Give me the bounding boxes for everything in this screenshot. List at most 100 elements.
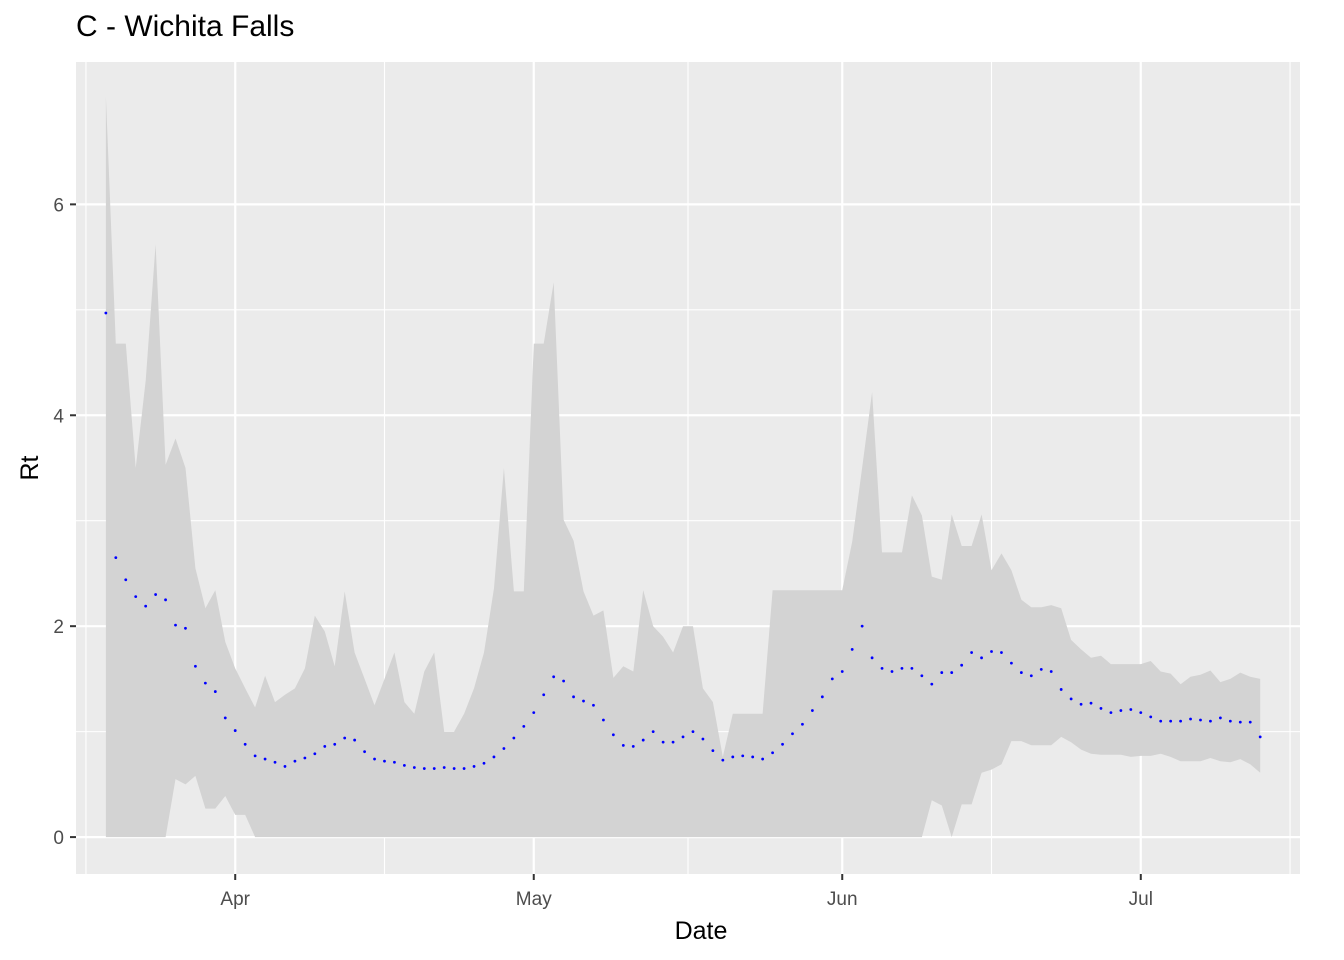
rt-point	[880, 666, 884, 670]
rt-point	[1238, 720, 1242, 724]
rt-point	[960, 663, 964, 667]
rt-point	[1029, 674, 1033, 678]
rt-point	[641, 738, 645, 742]
rt-point	[611, 733, 615, 737]
rt-point	[801, 722, 804, 726]
rt-point	[651, 730, 655, 734]
rt-point	[393, 760, 396, 764]
rt-point	[1069, 697, 1073, 701]
rt-point	[940, 671, 944, 674]
rt-point	[144, 604, 148, 608]
rt-point	[104, 311, 108, 315]
rt-point	[1149, 715, 1153, 719]
rt-point	[721, 758, 725, 762]
y-axis: 0 2 4 6	[53, 195, 76, 849]
rt-point	[1000, 651, 1003, 654]
rt-point	[1179, 719, 1182, 723]
rt-point	[950, 671, 954, 674]
rt-point	[1039, 668, 1043, 671]
rt-point	[1109, 711, 1113, 715]
y-tick-label: 6	[53, 195, 64, 216]
rt-point	[1218, 716, 1222, 720]
rt-point	[771, 751, 774, 755]
rt-point	[1049, 670, 1053, 673]
x-tick-label: Apr	[220, 889, 250, 910]
rt-points	[104, 311, 1262, 770]
rt-point	[1258, 735, 1262, 739]
rt-point	[542, 693, 546, 697]
rt-point	[860, 624, 864, 628]
rt-point	[333, 742, 337, 746]
rt-point	[572, 695, 575, 699]
rt-point	[741, 754, 745, 758]
rt-point	[582, 699, 585, 703]
rt-point	[761, 757, 765, 761]
rt-point	[482, 761, 486, 765]
rt-point	[970, 651, 974, 654]
rt-point	[164, 598, 167, 602]
rt-point	[373, 757, 376, 761]
rt-point	[751, 755, 755, 759]
rt-point	[353, 738, 357, 742]
rt-point	[1248, 720, 1252, 724]
rt-point	[980, 656, 983, 660]
rt-point	[184, 626, 187, 630]
rt-point	[592, 703, 595, 707]
rt-point	[472, 765, 476, 768]
rt-point	[850, 647, 854, 651]
rt-point	[870, 656, 874, 660]
x-axis: Apr May Jun Jul	[220, 874, 1153, 910]
rt-point	[402, 763, 406, 767]
x-tick-label: Jul	[1129, 889, 1153, 910]
rt-point	[1228, 719, 1232, 723]
rt-point	[1119, 709, 1123, 712]
rt-point	[731, 755, 735, 759]
rt-point	[661, 740, 665, 744]
rt-point	[422, 767, 426, 770]
rt-point	[990, 650, 993, 653]
rt-point	[910, 666, 914, 670]
rt-point	[1209, 719, 1212, 723]
rt-point	[631, 745, 635, 748]
rt-point	[830, 677, 834, 681]
rt-point	[552, 675, 556, 679]
rt-point	[791, 732, 794, 736]
rt-point	[263, 757, 267, 761]
rt-point	[602, 718, 605, 722]
rt-point	[442, 766, 446, 769]
rt-point	[1159, 719, 1163, 723]
rt-point	[1019, 671, 1023, 674]
rt-point	[1129, 708, 1133, 711]
rt-point	[890, 670, 894, 673]
rt-point	[691, 730, 695, 734]
chart-title: C - Wichita Falls	[76, 10, 295, 43]
rt-point	[671, 740, 675, 744]
rt-point	[810, 709, 814, 712]
rt-point	[233, 729, 237, 732]
rt-point	[303, 756, 307, 760]
rt-point	[820, 695, 824, 699]
rt-point	[621, 743, 625, 747]
rt-point	[313, 752, 317, 756]
y-tick-label: 0	[53, 828, 64, 849]
rt-point	[900, 666, 904, 670]
rt-point	[194, 664, 197, 668]
rt-point	[243, 742, 247, 746]
x-tick-label: Jun	[827, 889, 858, 910]
rt-point	[840, 670, 844, 673]
rt-point	[293, 759, 297, 763]
rt-point	[383, 759, 386, 763]
rt-point	[562, 679, 566, 683]
rt-point	[213, 690, 217, 693]
rt-point	[1079, 702, 1083, 706]
rt-point	[701, 737, 705, 741]
y-tick-label: 4	[53, 406, 64, 427]
rt-point	[452, 767, 456, 770]
rt-point	[273, 760, 277, 764]
rt-point	[1089, 701, 1093, 705]
rt-point	[1099, 707, 1103, 710]
rt-point	[124, 578, 128, 582]
rt-point	[462, 767, 466, 770]
rt-point	[283, 765, 287, 768]
